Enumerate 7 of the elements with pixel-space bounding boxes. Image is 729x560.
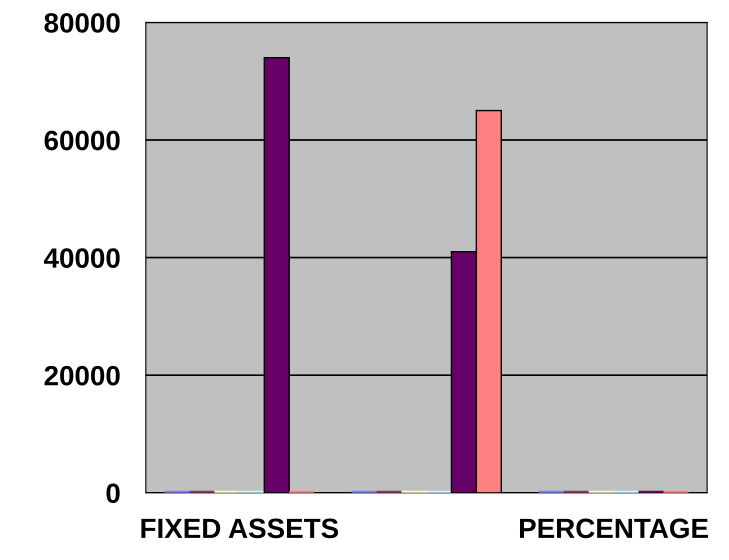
y-tick-label: 20000 xyxy=(44,366,120,386)
y-tick-label: 60000 xyxy=(44,130,120,150)
y-tick-label: 40000 xyxy=(44,248,120,268)
y-tick-label: 0 xyxy=(106,483,120,504)
y-tick-label: 80000 xyxy=(44,13,120,33)
x-tick-label: PERCENTAGE xyxy=(520,518,708,538)
x-tick-label: FIXED ASSETS xyxy=(141,518,338,538)
